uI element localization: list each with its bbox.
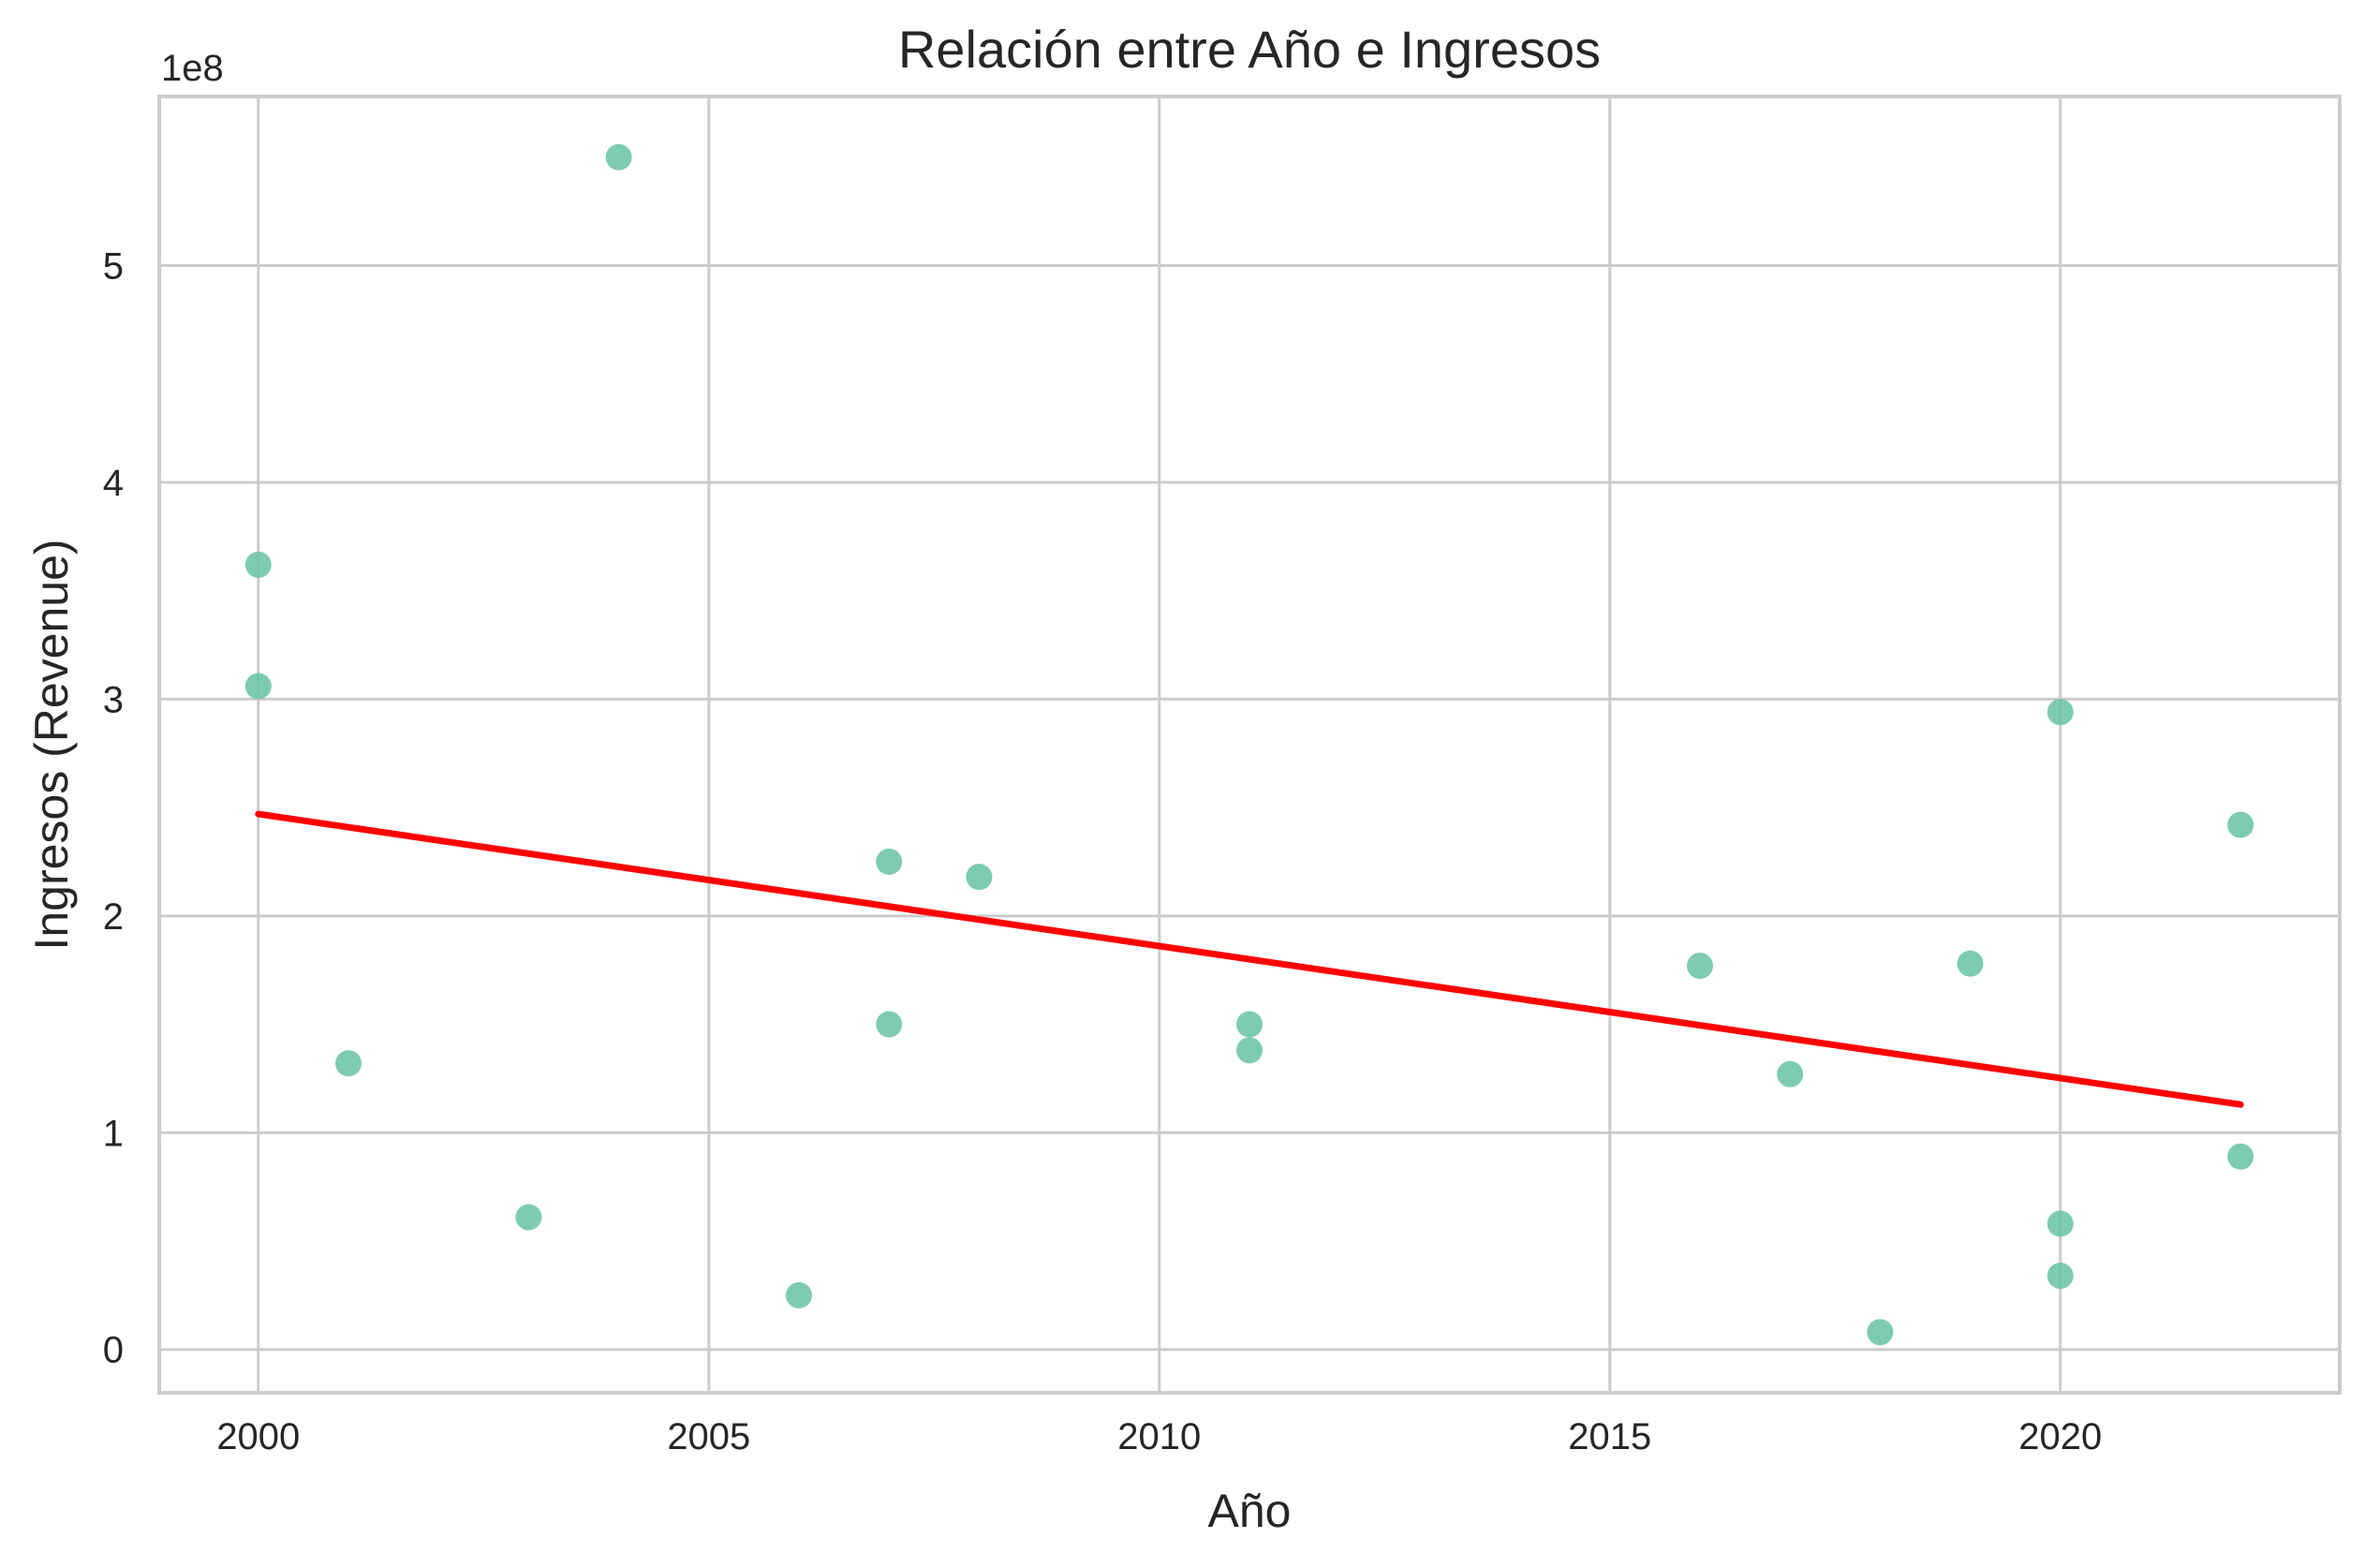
x-tick-label: 2015 xyxy=(1568,1416,1651,1457)
y-tick-label: 1 xyxy=(103,1113,124,1154)
scatter-point xyxy=(1236,1011,1263,1038)
x-axis-ticks: 2000 2005 2010 2015 2020 xyxy=(216,1416,2102,1457)
trend-line xyxy=(255,810,2244,1108)
x-axis-label: Año xyxy=(1208,1485,1292,1537)
scatter-point xyxy=(1686,953,1713,980)
x-tick-label: 2020 xyxy=(2018,1416,2102,1457)
x-tick-label: 2005 xyxy=(667,1416,750,1457)
scatter-point xyxy=(1777,1060,1804,1087)
trend-line-layer xyxy=(255,810,2244,1108)
scatter-point xyxy=(515,1204,542,1231)
scatter-point xyxy=(2227,1143,2254,1170)
scatter-point xyxy=(2227,811,2254,838)
scatter-point xyxy=(335,1050,362,1077)
scatter-point xyxy=(244,551,272,578)
y-tick-label: 0 xyxy=(103,1330,124,1371)
x-tick-label: 2000 xyxy=(216,1416,300,1457)
scatter-point xyxy=(2046,1210,2074,1237)
y-axis-label: Ingresos (Revenue) xyxy=(25,539,78,950)
chart-title: Relación entre Año e Ingresos xyxy=(898,20,1601,79)
scatter-point xyxy=(2046,1263,2074,1290)
scatter-point xyxy=(1957,950,1984,977)
x-tick-label: 2010 xyxy=(1117,1416,1201,1457)
scatter-points xyxy=(244,143,2254,1346)
y-axis-offset-label: 1e8 xyxy=(161,48,224,89)
plot-frame xyxy=(157,95,2342,1395)
scatter-point xyxy=(2046,699,2074,726)
scatter-point xyxy=(1236,1037,1263,1064)
scatter-point xyxy=(244,673,272,700)
y-tick-label: 5 xyxy=(103,246,124,288)
scatter-point xyxy=(876,1011,903,1038)
y-tick-label: 3 xyxy=(103,679,124,720)
scatter-point xyxy=(786,1281,813,1309)
scatter-point xyxy=(605,143,632,170)
scatter-point xyxy=(1867,1319,1894,1346)
y-tick-label: 2 xyxy=(103,896,124,938)
scatter-point xyxy=(966,864,993,891)
scatter-point xyxy=(876,848,903,875)
grid xyxy=(159,96,2340,1393)
y-axis-ticks: 0 1 2 3 4 5 xyxy=(103,246,124,1371)
y-tick-label: 4 xyxy=(103,463,124,504)
